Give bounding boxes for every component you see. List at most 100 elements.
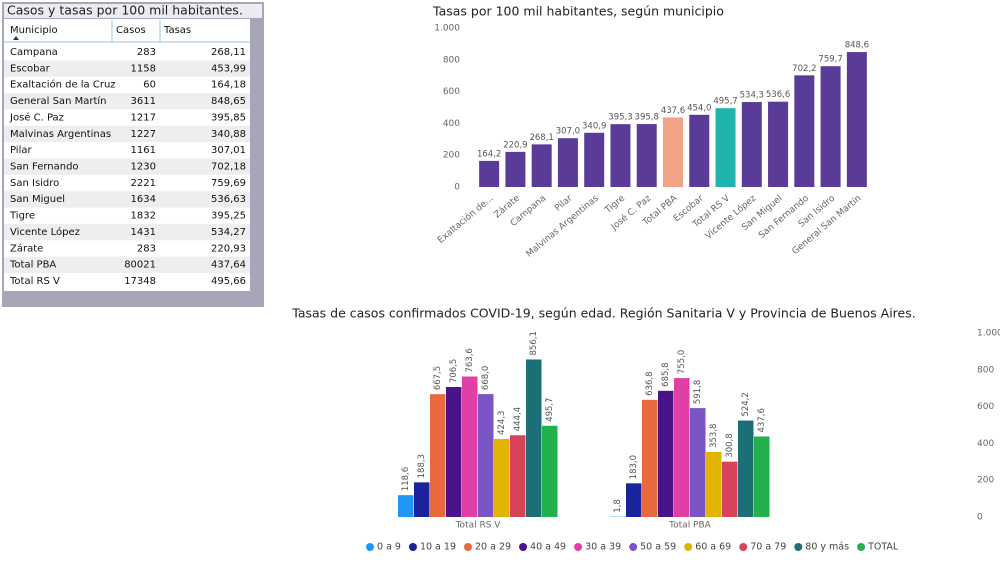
value-label: 685,8 xyxy=(661,362,671,386)
value-label: 668,0 xyxy=(481,366,491,390)
legend-swatch xyxy=(629,543,638,551)
cell: 220,93 xyxy=(211,243,246,254)
row-band xyxy=(4,191,250,208)
value-label: 591,8 xyxy=(693,380,703,404)
bar xyxy=(462,376,478,517)
value-label: 495,7 xyxy=(545,397,555,421)
cell: 283 xyxy=(137,47,156,58)
legend-label: 40 a 49 xyxy=(530,542,566,553)
legend-swatch xyxy=(366,543,374,551)
cell: General San Martín xyxy=(10,95,106,107)
bar xyxy=(526,359,542,517)
bar xyxy=(794,75,815,187)
value-label: 444,4 xyxy=(513,407,523,431)
value-label: 340,9 xyxy=(582,121,606,131)
bar xyxy=(768,101,789,187)
bar xyxy=(542,425,558,517)
bar xyxy=(478,394,494,517)
legend-label: 60 a 69 xyxy=(695,542,731,553)
legend-label: TOTAL xyxy=(867,542,899,553)
row-band xyxy=(4,158,250,175)
cell: 307,01 xyxy=(211,145,246,156)
cell: 702,18 xyxy=(211,162,246,173)
legend-swatch xyxy=(739,543,748,551)
value-label: 763,6 xyxy=(465,348,475,372)
cell: San Miguel xyxy=(10,194,65,205)
table-title-bar xyxy=(4,4,262,18)
legend-label: 80 y más xyxy=(805,542,849,553)
legend-label: 70 a 79 xyxy=(750,542,786,553)
bar xyxy=(689,114,710,187)
legend-swatch xyxy=(574,543,583,551)
value-label: 188,3 xyxy=(417,454,427,478)
cell: Total RS V xyxy=(9,276,60,287)
bar xyxy=(674,378,690,517)
cell: Campana xyxy=(10,47,58,58)
bar xyxy=(479,160,500,187)
column-header[interactable]: Tasas xyxy=(163,25,191,36)
legend-swatch xyxy=(519,543,528,551)
bar xyxy=(738,420,754,517)
y-tick-label: 800 xyxy=(977,365,994,375)
x-tick-label: Exaltación de... xyxy=(435,193,495,246)
bar xyxy=(626,483,642,517)
value-label: 307,0 xyxy=(556,127,580,137)
cell: 848,65 xyxy=(211,96,246,107)
column-header[interactable]: Municipio xyxy=(10,25,58,36)
legend-swatch xyxy=(684,543,693,551)
y-tick-label: 1.000 xyxy=(434,24,460,34)
bar xyxy=(722,461,738,517)
legend-swatch xyxy=(464,543,472,551)
y-tick-label: 1.000 xyxy=(977,329,1000,339)
cell: 80021 xyxy=(124,260,156,271)
cell: 3611 xyxy=(131,96,156,107)
y-tick-label: 800 xyxy=(443,55,460,65)
bar xyxy=(557,138,578,187)
cell: 1230 xyxy=(131,162,156,173)
cell: 437,64 xyxy=(211,260,246,271)
cell: Tigre xyxy=(9,211,35,222)
bar xyxy=(658,390,674,517)
cell: Escobar xyxy=(10,63,51,74)
cell: 395,25 xyxy=(211,211,246,222)
table-title: Casos y tasas por 100 mil habitantes. xyxy=(7,3,243,18)
value-label: 395,3 xyxy=(608,113,632,123)
x-tick-label: Total RS V xyxy=(455,521,502,531)
value-label: 706,5 xyxy=(449,359,459,383)
value-label: 755,0 xyxy=(677,350,687,374)
cell: 1227 xyxy=(131,129,156,140)
cell: 1158 xyxy=(131,63,156,74)
value-label: 437,6 xyxy=(661,106,685,116)
value-label: 636,8 xyxy=(645,371,655,395)
cell: 17348 xyxy=(124,276,156,287)
bar xyxy=(414,482,430,517)
bar xyxy=(610,124,631,187)
row-band xyxy=(4,223,250,241)
cell: 283 xyxy=(137,243,156,254)
cell: 1431 xyxy=(131,227,156,238)
bar xyxy=(754,436,770,517)
column-header[interactable]: Casos xyxy=(116,25,146,36)
bar xyxy=(715,108,736,187)
bar xyxy=(398,495,414,517)
legend-label: 20 a 29 xyxy=(475,542,511,553)
legend-label: 30 a 39 xyxy=(585,542,621,553)
bar xyxy=(846,52,867,187)
value-label: 524,2 xyxy=(741,392,751,416)
cell: Malvinas Argentinas xyxy=(10,129,111,140)
value-label: 848,6 xyxy=(845,41,869,51)
row-band xyxy=(4,125,250,143)
cell: 759,69 xyxy=(211,178,246,189)
cell: Vicente López xyxy=(10,226,80,238)
legend-label: 0 a 9 xyxy=(377,542,401,553)
y-tick-label: 400 xyxy=(443,119,460,129)
cell: 60 xyxy=(143,80,156,91)
bar xyxy=(690,408,706,517)
cell: 268,11 xyxy=(211,47,246,58)
bar xyxy=(446,387,462,517)
value-label: 454,0 xyxy=(687,103,711,113)
bar xyxy=(741,102,762,187)
cell: Pilar xyxy=(10,145,32,156)
row-band xyxy=(4,93,250,110)
